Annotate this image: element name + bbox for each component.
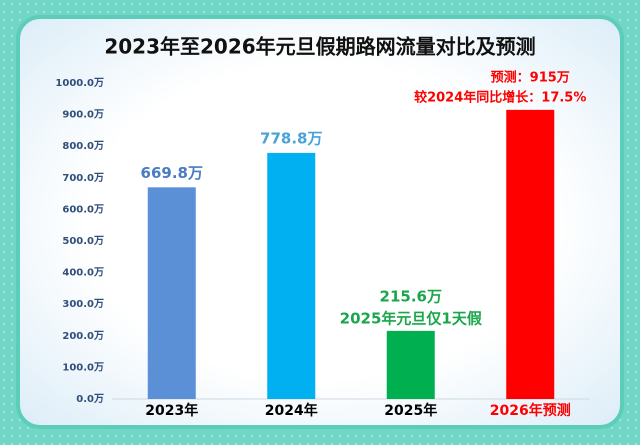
value-label: 778.8万	[260, 129, 322, 147]
y-tick-label: 1000.0万	[55, 77, 104, 89]
y-tick-label: 900.0万	[62, 109, 104, 121]
chart-title: 2023年至2026年元旦假期路网流量对比及预测	[104, 35, 535, 59]
x-tick-label: 2026年预测	[490, 402, 571, 419]
bar	[506, 109, 555, 400]
y-tick-label: 800.0万	[62, 140, 104, 152]
y-tick-label: 200.0万	[62, 330, 104, 342]
plot-area: 0.0万 100.0万 200.0万 300.0万 400.0万 500.0万 600.0万…	[55, 69, 590, 419]
bar	[267, 152, 316, 399]
y-tick-label: 500.0万	[62, 235, 104, 247]
y-tick-label: 400.0万	[62, 267, 104, 279]
y-tick-label: 300.0万	[62, 298, 104, 310]
x-tick-label: 2025年	[384, 402, 437, 419]
y-tick-label: 700.0万	[62, 172, 104, 184]
x-tick-label: 2023年	[145, 402, 198, 419]
value-label: 预测：915万	[491, 69, 570, 85]
bar	[386, 330, 435, 399]
annotation: 2025年元旦仅1天假	[340, 309, 483, 327]
bar	[147, 187, 196, 399]
value-label: 669.8万	[141, 164, 203, 182]
y-tick-label: 100.0万	[62, 361, 104, 373]
annotation: 较2024年同比增长：17.5%	[414, 89, 586, 105]
y-tick-label: 0.0万	[76, 393, 104, 405]
y-tick-label: 600.0万	[62, 203, 104, 215]
value-label: 215.6万	[380, 287, 442, 305]
x-tick-label: 2024年	[265, 402, 318, 419]
